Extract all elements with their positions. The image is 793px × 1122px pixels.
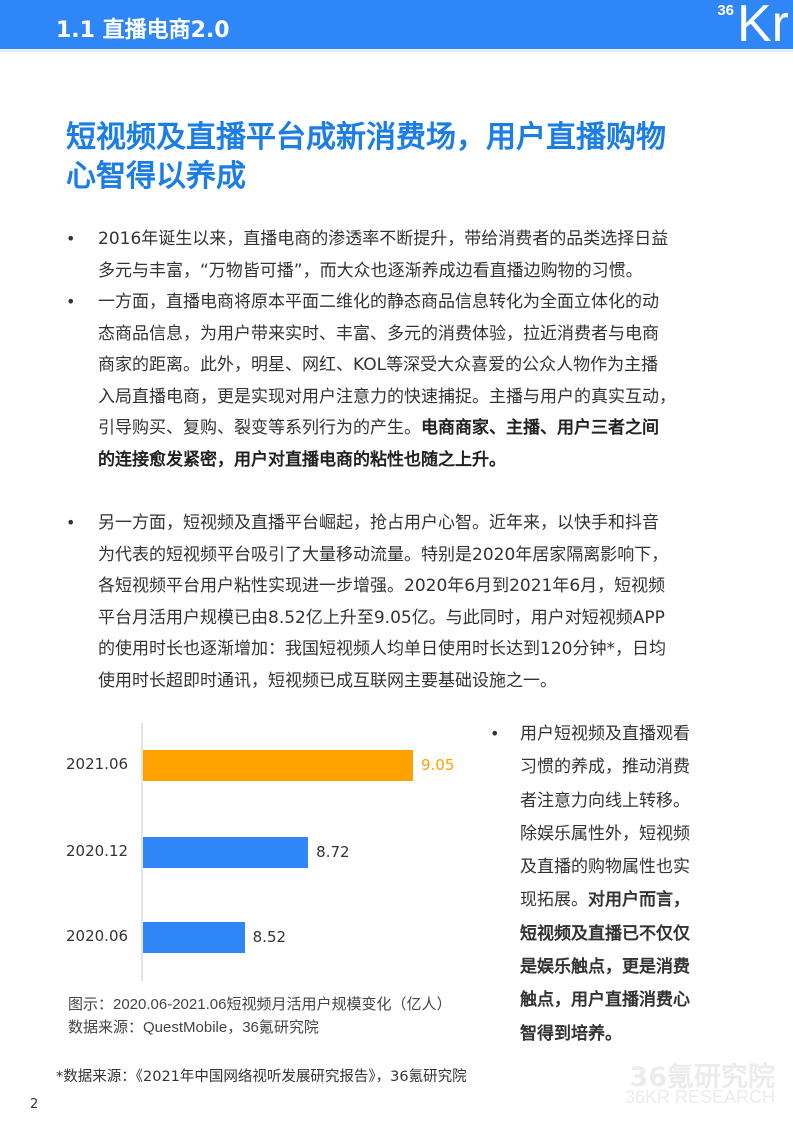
text-line: 现拓展。对用户而言，: [520, 884, 690, 917]
text-line: 除娱乐属性外，短视频: [520, 818, 690, 851]
text-line: 触点，用户直播消费心: [520, 984, 690, 1017]
text-normal: 态商品信息，为用户带来实时、丰富、多元的消费体验，拉近消费者与电商: [98, 323, 659, 344]
text-line: 习惯的养成，推动消费: [520, 751, 690, 784]
text-bold: 触点，用户直播消费心: [520, 990, 690, 1011]
text-normal: 各短视频平台用户粘性实现进一步增强。2020年6月到2021年6月，短视频: [98, 576, 666, 596]
text-line: 态商品信息，为用户带来实时、丰富、多元的消费体验，拉近消费者与电商: [98, 319, 676, 351]
bullet-dot: •: [66, 229, 76, 248]
value-label: 9.05: [421, 756, 455, 774]
text-bold: 短视频及直播已不仅仅: [520, 923, 690, 944]
section-header-bar: 1.1 直播电商2.0 36 Kr: [0, 0, 793, 54]
text-line: 短视频及直播已不仅仅: [520, 918, 690, 951]
page-title: 短视频及直播平台成新消费场，用户直播购物 心智得以养成: [66, 118, 746, 196]
text-normal: 使用时长超即时通讯，短视频已成互联网主要基础设施之一。: [98, 670, 557, 691]
text-line: 是娱乐触点，更是消费: [520, 951, 690, 984]
bullet-paragraph: 2016年诞生以来，直播电商的渗透率不断提升，带给消费者的品类选择日益 多元与丰富…: [98, 224, 668, 287]
watermark-cn: 36氪研究院: [629, 1062, 775, 1093]
text-bold: 是娱乐触点，更是消费: [520, 957, 690, 978]
text-bold: 智得到培养。: [520, 1023, 622, 1044]
bullet-dot: •: [66, 292, 76, 311]
text-bold: 对用户而言，: [588, 890, 690, 911]
logo-small-text: 36: [717, 2, 734, 19]
text-normal: 现拓展。: [520, 890, 588, 911]
36kr-logo: 36 Kr: [717, 0, 789, 54]
value-label: 8.72: [316, 843, 350, 861]
watermark-en: 36KR RESEARCH: [624, 1087, 775, 1107]
text-line: 者注意力向线上转移。: [520, 785, 690, 818]
text-normal: 及直播的购物属性也实: [520, 857, 690, 878]
bar: [143, 837, 309, 868]
footnote: *数据来源：《2021年中国网络视听发展研究报告》，36氪研究院: [56, 1069, 467, 1085]
side-bullet: 用户短视频及直播观看 习惯的养成，推动消费 者注意力向线上转移。 除娱乐属性外，短视频…: [520, 718, 690, 1051]
bullet-dot: •: [490, 724, 500, 743]
text-line: 一方面，直播电商将原本平面二维化的静态商品信息转化为全面立体化的动: [98, 287, 676, 319]
text-line: 2016年诞生以来，直播电商的渗透率不断提升，带给消费者的品类选择日益: [98, 224, 668, 256]
text-line: 为代表的短视频平台吸引了大量移动流量。特别是2020年居家隔离影响下，: [98, 540, 668, 572]
text-line: 商家的距离。此外，明星、网红、KOL等深受大众喜爱的公众人物作为主播: [98, 350, 676, 382]
text-bold: 的连接愈发紧密，用户对直播电商的粘性也随之上升。: [98, 449, 506, 470]
text-line: 入局直播电商，更是实现对用户注意力的快速捕捉。主播与用户的真实互动，: [98, 382, 676, 414]
text-normal: 者注意力向线上转移。: [520, 790, 690, 811]
category-label: 2020.06: [66, 927, 129, 945]
text-normal: 习惯的养成，推动消费: [520, 757, 690, 778]
text-line: 平台月活用户规模已由8.52亿上升至9.05亿。与此同时，用户对短视频APP: [98, 603, 668, 635]
mau-bar-chart: 2021.06 9.05 2020.12 8.72 2020.06 8.52 图示：2020…: [66, 723, 455, 1036]
text-line: 使用时长超即时通讯，短视频已成互联网主要基础设施之一。: [98, 666, 668, 698]
section-title: 1.1 直播电商2.0: [56, 18, 230, 43]
text-normal: 商家的距离。此外，明星、网红、KOL等深受大众喜爱的公众人物作为主播: [98, 355, 659, 375]
chart-axis-line: [141, 723, 143, 981]
text-line: 的使用时长也逐渐增加：我国短视频人均单日使用时长达到120分钟*，日均: [98, 634, 668, 666]
bar: [143, 922, 245, 953]
title-line: 心智得以养成: [66, 159, 246, 194]
chart-source: 数据来源：QuestMobile，36氪研究院: [68, 1019, 319, 1036]
text-normal: 入局直播电商，更是实现对用户注意力的快速捕捉。主播与用户的真实互动，: [98, 386, 676, 407]
bar: [143, 750, 413, 781]
page-number: 2: [30, 1097, 39, 1112]
logo-large-text: Kr: [737, 0, 789, 53]
bullet-paragraph: 一方面，直播电商将原本平面二维化的静态商品信息转化为全面立体化的动 态商品信息，为…: [98, 287, 676, 476]
text-bold: 电商商家、主播、用户三者之间: [421, 418, 659, 438]
text-line: 多元与丰富，“万物皆可播”，而大众也逐渐养成边看直播边购物的习惯。: [98, 256, 668, 288]
text-normal: 多元与丰富，“万物皆可播”，而大众也逐渐养成边看直播边购物的习惯。: [98, 260, 643, 281]
title-line: 短视频及直播平台成新消费场，用户直播购物: [66, 120, 666, 155]
text-normal: 除娱乐属性外，短视频: [520, 823, 690, 844]
text-normal: 为代表的短视频平台吸引了大量移动流量。特别是2020年居家隔离影响下，: [98, 544, 669, 565]
text-line: 智得到培养。: [520, 1018, 690, 1051]
text-line: 各短视频平台用户粘性实现进一步增强。2020年6月到2021年6月，短视频: [98, 571, 668, 603]
bullet-dot: •: [66, 513, 76, 532]
bullet-paragraph: 另一方面，短视频及直播平台崛起，抢占用户心智。近年来，以快手和抖音 为代表的短视频…: [98, 508, 668, 697]
chart-caption: 图示：2020.06-2021.06短视频月活用户规模变化（亿人）: [68, 996, 452, 1013]
text-normal: 平台月活用户规模已由8.52亿上升至9.05亿。与此同时，用户对短视频APP: [98, 607, 665, 628]
category-label: 2020.12: [66, 842, 129, 860]
text-line: 用户短视频及直播观看: [520, 718, 690, 751]
text-normal: 的使用时长也逐渐增加：我国短视频人均单日使用时长达到120分钟*，日均: [98, 639, 666, 659]
text-line: 及直播的购物属性也实: [520, 851, 690, 884]
text-normal: 引导购买、复购、裂变等系列行为的产生。: [98, 418, 421, 438]
text-line: 另一方面，短视频及直播平台崛起，抢占用户心智。近年来，以快手和抖音: [98, 508, 668, 540]
text-normal: 2016年诞生以来，直播电商的渗透率不断提升，带给消费者的品类选择日益: [98, 229, 669, 249]
text-line: 引导购买、复购、裂变等系列行为的产生。电商商家、主播、用户三者之间: [98, 413, 676, 445]
value-label: 8.52: [252, 928, 287, 946]
text-normal: 用户短视频及直播观看: [520, 724, 690, 744]
text-normal: 另一方面，短视频及直播平台崛起，抢占用户心智。近年来，以快手和抖音: [98, 513, 659, 533]
text-normal: 一方面，直播电商将原本平面二维化的静态商品信息转化为全面立体化的动: [98, 292, 659, 312]
category-label: 2021.06: [66, 755, 129, 773]
text-line: 的连接愈发紧密，用户对直播电商的粘性也随之上升。: [98, 445, 676, 477]
